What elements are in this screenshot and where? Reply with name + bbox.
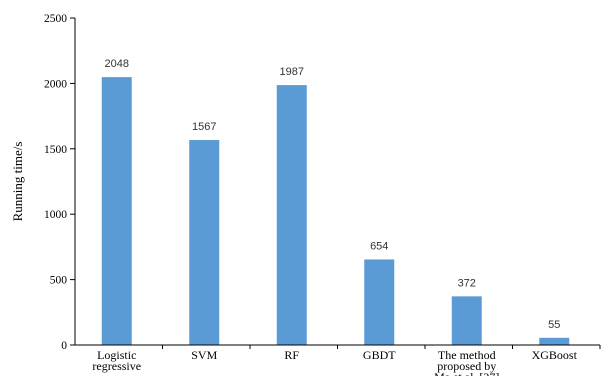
bars: 2048 1567 1987 654 372 55	[101, 58, 570, 346]
x-category-label: XGBoost	[532, 348, 578, 362]
data-label: 372	[458, 277, 476, 289]
data-label: 2048	[105, 58, 129, 70]
x-category-label: proposed by	[437, 359, 496, 373]
bar	[451, 296, 482, 345]
data-label: 1987	[280, 66, 304, 78]
x-category-label: Logistic	[97, 348, 136, 362]
x-category-label: Ma et al. [27]	[434, 370, 499, 376]
data-label: 55	[548, 319, 560, 331]
x-category-label: GBDT	[363, 348, 396, 362]
x-category-label: SVM	[191, 348, 217, 362]
y-tick-label: 1500	[44, 144, 67, 156]
data-label: 1567	[192, 121, 216, 133]
y-tick-label: 1000	[44, 209, 67, 221]
axes	[74, 18, 600, 346]
bar	[364, 259, 395, 345]
bar	[189, 140, 220, 345]
y-axis-title: Running time/s	[10, 142, 25, 222]
y-tick-label: 0	[61, 340, 67, 352]
y-axis-ticks: 0 500 1000 1500 2000 2500	[44, 13, 75, 352]
x-category-label: RF	[284, 348, 299, 362]
bar	[276, 85, 307, 345]
y-tick-label: 2000	[44, 78, 67, 90]
y-axis-title-group: Running time/s	[10, 142, 25, 222]
bar	[101, 77, 132, 346]
data-label: 654	[370, 240, 388, 252]
bar	[539, 337, 570, 345]
x-category-label: regressive	[92, 359, 141, 373]
y-tick-label: 2500	[44, 13, 67, 25]
x-category-label: The method	[438, 348, 496, 362]
y-tick-label: 500	[50, 275, 68, 287]
